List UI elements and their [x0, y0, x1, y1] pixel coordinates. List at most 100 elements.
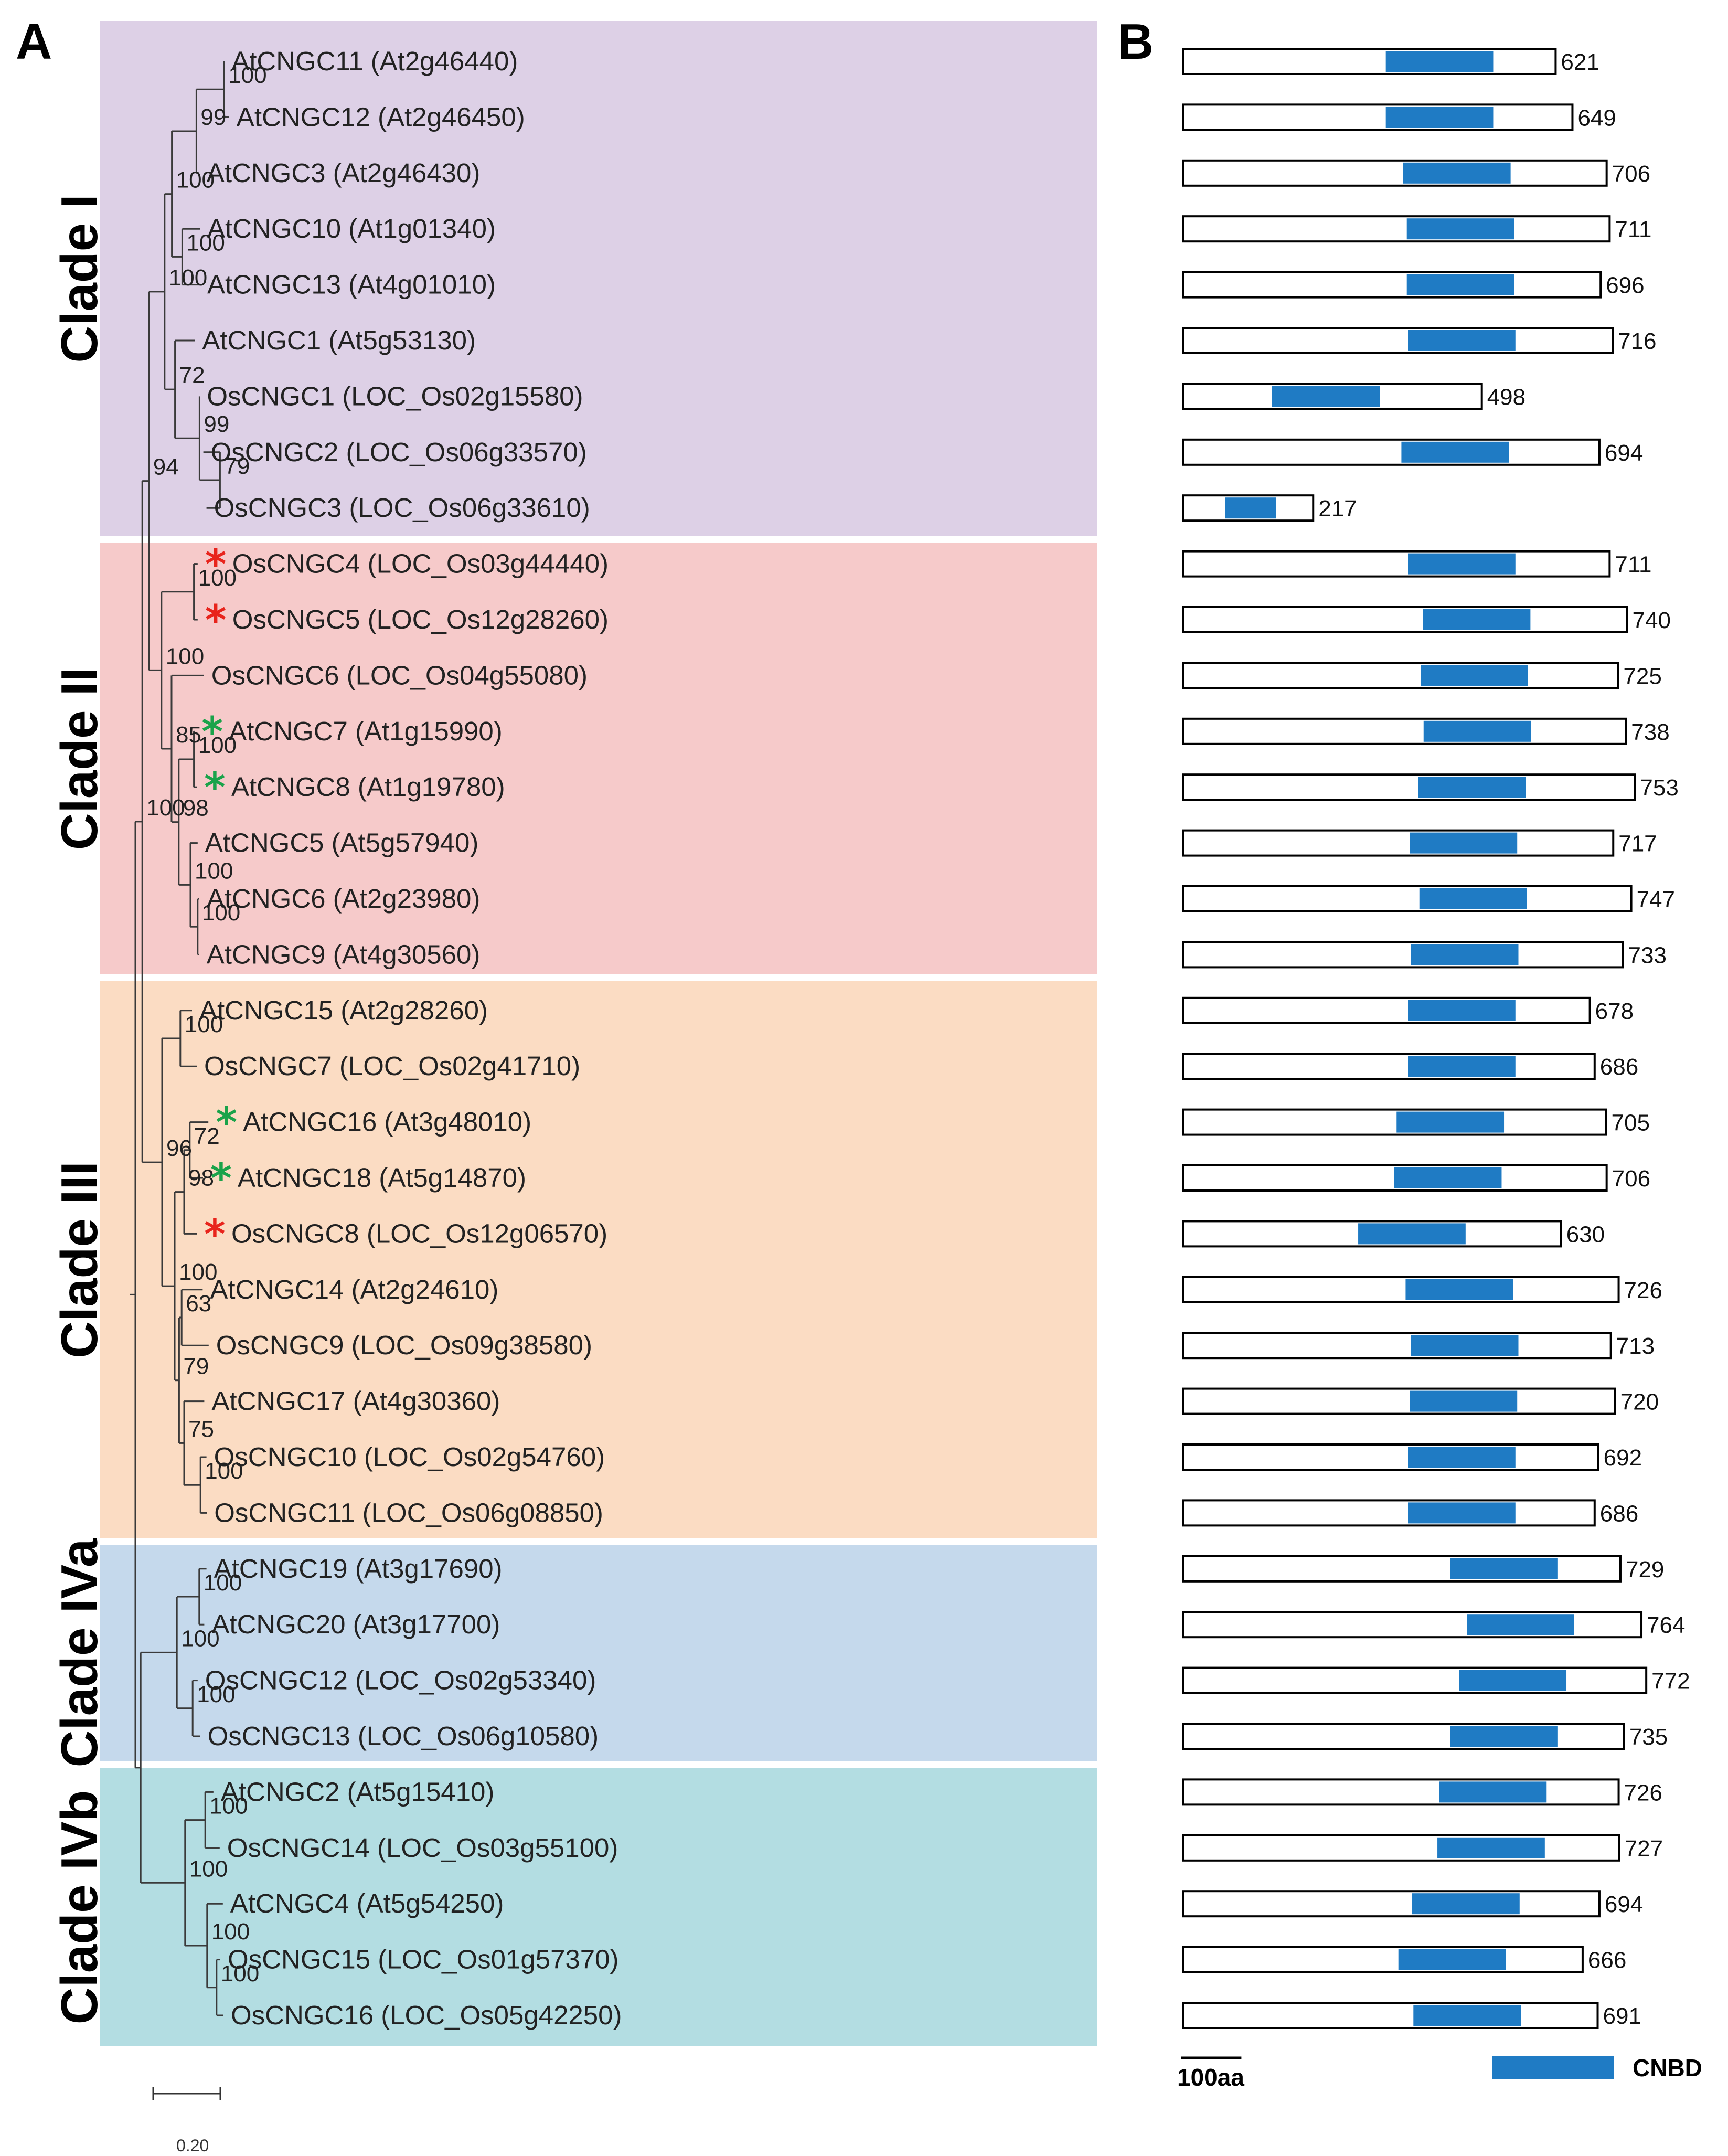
protein-length: 706: [1612, 1166, 1650, 1192]
protein-length: 692: [1604, 1445, 1642, 1471]
clade-label-4: Clade IVa: [50, 1538, 108, 1767]
bootstrap-c: 100: [181, 1626, 219, 1651]
protein-length: 686: [1600, 1054, 1638, 1080]
clade-band-4: [100, 1545, 1097, 1761]
bootstrap-J: 100: [198, 732, 237, 758]
protein-bar: [1182, 1499, 1596, 1527]
cnbd-domain: [1411, 944, 1519, 965]
cnbd-domain: [1396, 1111, 1505, 1133]
panel-label-b: B: [1117, 14, 1154, 70]
protein-length: 727: [1625, 1836, 1663, 1862]
leaf-label: AtCNGC15 (At2g28260): [199, 995, 488, 1025]
cnbd-domain: [1385, 107, 1494, 128]
protein-bar: [1182, 1387, 1616, 1415]
cnbd-legend-swatch: [1492, 2056, 1614, 2079]
protein-length: 706: [1612, 161, 1650, 187]
clade-label-1: Clade I: [50, 194, 108, 363]
protein-bar: [1182, 662, 1619, 689]
protein-bar: [1182, 438, 1601, 466]
bootstrap-H: 100: [169, 265, 207, 291]
leaf-label: OsCNGC1 (LOC_Os02g15580): [207, 381, 583, 411]
protein-bar: [1182, 271, 1602, 299]
bootstrap-F: 99: [204, 411, 229, 437]
protein-length: 666: [1588, 1948, 1626, 1973]
leaf-label: AtCNGC17 (At4g30360): [211, 1386, 500, 1416]
cnbd-domain: [1450, 1726, 1558, 1747]
protein-bar: [1182, 1723, 1625, 1750]
cnbd-domain: [1450, 1558, 1558, 1579]
protein-length: 726: [1624, 1780, 1662, 1805]
protein-bar: [1182, 215, 1611, 243]
cnbd-domain: [1423, 609, 1531, 630]
cnbd-domain: [1401, 441, 1509, 463]
aa-scale-bar: 100aa: [1177, 2056, 1244, 2091]
leaf-label: AtCNGC3 (At2g46430): [207, 158, 481, 188]
leaf-label: AtCNGC6 (At2g23980): [207, 884, 481, 914]
leaf-label: AtCNGC1 (At5g53130): [202, 325, 476, 355]
cnbd-domain: [1225, 497, 1276, 519]
leaf-label: OsCNGC11 (LOC_Os06g08850): [214, 1497, 603, 1527]
bootstrap-A: 100: [228, 62, 266, 88]
cnbd-domain: [1408, 330, 1516, 351]
leaf-label: OsCNGC16 (LOC_Os05g42250): [231, 2000, 622, 2030]
bootstrap-a: 100: [204, 1570, 242, 1596]
cnbd-domain: [1467, 1614, 1574, 1635]
leaf-label: AtCNGC9 (At4g30560): [207, 939, 481, 969]
protein-bar: [1182, 885, 1633, 912]
cnbd-domain: [1406, 218, 1514, 240]
leaf-label: OsCNGC7 (LOC_Os02g41710): [204, 1051, 580, 1081]
leaf-label: OsCNGC13 (LOC_Os06g10580): [208, 1721, 599, 1751]
tree-scale-bar: 0.20: [152, 2087, 221, 2155]
bootstrap-Lk: 100: [195, 858, 233, 884]
cnbd-domain: [1394, 1167, 1502, 1188]
protein-bar: [1182, 1053, 1596, 1080]
cnbd-domain: [1408, 1056, 1516, 1077]
bootstrap-C: 100: [186, 230, 225, 256]
leaf-label: OsCNGC12 (LOC_Os02g53340): [205, 1665, 596, 1695]
bootstrap-S: 98: [188, 1165, 214, 1191]
protein-length: 694: [1605, 440, 1643, 466]
cnbd-domain: [1408, 1000, 1516, 1021]
cnbd-domain: [1421, 665, 1528, 686]
bootstrap-T: 63: [186, 1291, 211, 1316]
protein-length: 498: [1487, 384, 1526, 410]
protein-bar: [1182, 1666, 1648, 1694]
leaf-label: AtCNGC19 (At3g17690): [214, 1554, 503, 1584]
protein-bar: [1182, 1778, 1620, 1806]
clade-band-2: [100, 543, 1097, 974]
cnbd-domain: [1412, 1893, 1520, 1915]
protein-length: 678: [1595, 999, 1634, 1024]
cnbd-domain: [1418, 777, 1526, 798]
protein-length: 772: [1651, 1669, 1690, 1694]
leaf-label: AtCNGC20 (At3g17700): [211, 1609, 500, 1639]
protein-length: 733: [1628, 942, 1667, 968]
cnbd-domain: [1272, 386, 1380, 407]
leaf-label: OsCNGC4 (LOC_Os03g44440): [232, 549, 609, 579]
protein-length: 720: [1620, 1389, 1659, 1415]
protein-length: 694: [1605, 1892, 1643, 1917]
bootstrap-f: 100: [211, 1919, 250, 1945]
protein-length: 713: [1616, 1333, 1655, 1359]
protein-bar: [1182, 1443, 1599, 1471]
star-green-19: *: [216, 1100, 237, 1147]
aa-scale-label: 100aa: [1177, 2064, 1244, 2091]
protein-bar: [1182, 606, 1628, 633]
leaf-label: AtCNGC12 (At2g46450): [237, 102, 525, 132]
cnbd-domain: [1406, 274, 1514, 295]
leaf-label: OsCNGC2 (LOC_Os06g33570): [211, 437, 587, 467]
bootstrap-D: 100: [176, 167, 215, 193]
leaf-label: AtCNGC14 (At2g24610): [210, 1275, 498, 1304]
cnbd-domain: [1398, 1949, 1506, 1970]
protein-length: 217: [1318, 496, 1357, 522]
protein-length: 711: [1615, 217, 1651, 242]
bootstrap-g: 100: [189, 1856, 228, 1882]
protein-length: 735: [1629, 1724, 1668, 1750]
bootstrap-W: 79: [183, 1354, 209, 1379]
protein-length: 729: [1626, 1557, 1664, 1583]
bootstrap-R: 72: [194, 1123, 220, 1149]
leaf-label: OsCNGC10 (LOC_Os02g54760): [214, 1442, 605, 1472]
protein-bar: [1182, 327, 1614, 354]
protein-length: 764: [1647, 1612, 1685, 1638]
cnbd-domain: [1423, 720, 1531, 742]
